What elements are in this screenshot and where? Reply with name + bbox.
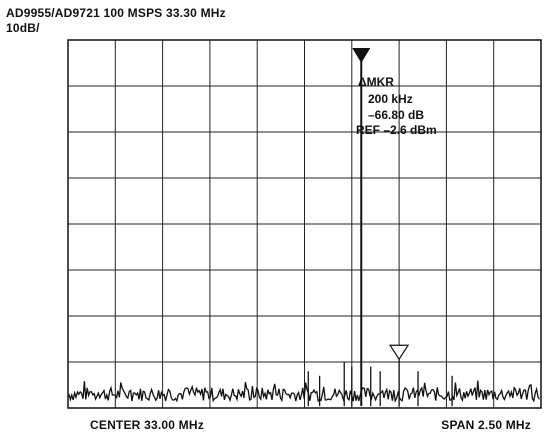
plot-grid (68, 40, 541, 408)
center-frequency: CENTER 33.00 MHz (90, 418, 204, 432)
noise-floor-trace (68, 380, 540, 404)
plot-frame (67, 39, 542, 409)
delta-marker-label: ΔMKR (358, 75, 394, 89)
frequency-span: SPAN 2.50 MHz (441, 418, 531, 432)
delta-marker-icon (389, 344, 410, 361)
delta-frequency: 200 kHz (368, 92, 413, 106)
delta-level: –66.80 dB (368, 108, 424, 122)
y-scale-label: 10dB/ (6, 21, 40, 35)
chart-title: AD9955/AD9721 100 MSPS 33.30 MHz (6, 6, 226, 20)
spur-group (307, 359, 453, 407)
noise-trace (68, 380, 540, 404)
reference-level: REF –2.6 dBm (356, 123, 437, 137)
main-marker-icon (352, 47, 371, 63)
